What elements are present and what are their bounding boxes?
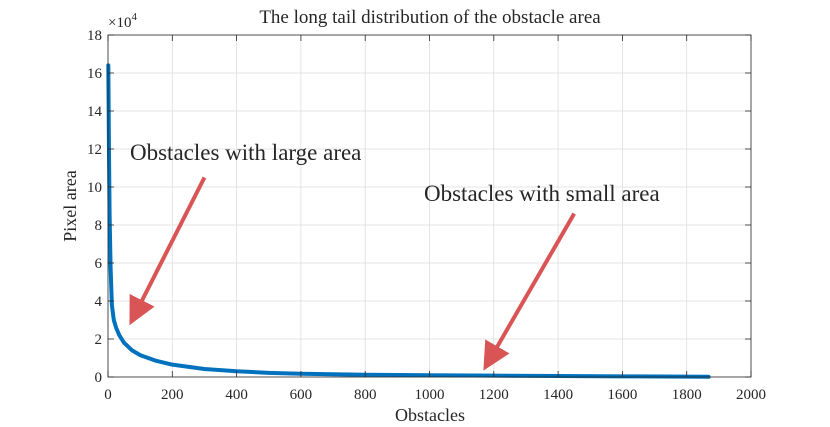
x-tick-label: 1200: [479, 387, 509, 403]
x-tick-label: 0: [104, 387, 112, 403]
y-tick-label: 14: [87, 104, 103, 120]
annotations: Obstacles with large area Obstacles with …: [129, 140, 660, 371]
x-tick-labels: 0 200 400 600 800 1000 1200 1400 1600 1800 2000: [104, 387, 766, 403]
x-tick-label: 2000: [736, 387, 766, 403]
x-tick-label: 600: [290, 387, 313, 403]
x-tick-label: 1400: [543, 387, 573, 403]
annotation-label: Obstacles with small area: [424, 181, 660, 206]
y-tick-label: 4: [95, 294, 103, 310]
y-tick-label: 12: [87, 142, 102, 158]
x-tick-label: 200: [161, 387, 184, 403]
y-multiplier: ×104: [108, 11, 137, 31]
x-tick-label: 1800: [672, 387, 702, 403]
chart-title: The long tail distribution of the obstac…: [259, 7, 601, 28]
y-tick-labels: 0 2 4 6 8 10 12 14 16 18: [87, 28, 103, 386]
y-tick-label: 16: [87, 66, 103, 82]
annotation-arrow: [129, 176, 207, 326]
x-axis-label: Obstacles: [395, 405, 465, 425]
x-tick-label: 400: [225, 387, 248, 403]
y-axis-label: Pixel area: [60, 170, 80, 241]
series-group: [106, 63, 711, 379]
series-line: [106, 63, 711, 379]
y-tick-label: 6: [95, 256, 103, 272]
x-tick-label: 800: [354, 387, 377, 403]
y-tick-label: 2: [95, 332, 103, 348]
annotation-arrow: [483, 212, 576, 371]
y-exponent: 4: [131, 11, 137, 23]
y-tick-label: 0: [95, 370, 103, 386]
y-tick-label: 8: [95, 218, 103, 234]
x-tick-label: 1600: [607, 387, 637, 403]
tick-marks: [107, 34, 752, 378]
annotation-label: Obstacles with large area: [130, 140, 361, 165]
x-tick-label: 1000: [415, 387, 445, 403]
y-tick-label: 18: [87, 28, 102, 44]
y-tick-label: 10: [87, 180, 102, 196]
